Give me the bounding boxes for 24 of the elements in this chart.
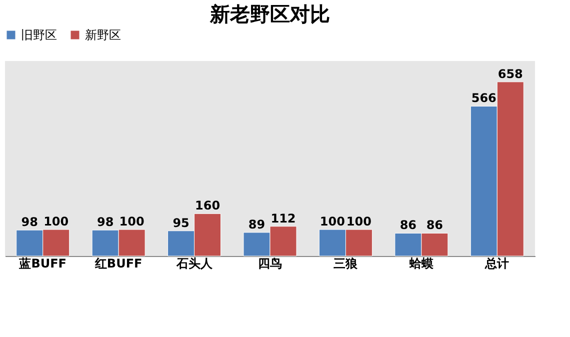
data-label: 100 (119, 214, 144, 229)
data-label: 100 (44, 214, 69, 229)
legend-label: 新野区 (85, 28, 121, 42)
data-label: 112 (270, 211, 296, 226)
x-tick-label: 石头人 (175, 256, 214, 270)
x-tick-label: 红BUFF (94, 256, 142, 270)
data-label: 98 (96, 215, 114, 230)
data-label: 86 (400, 218, 417, 232)
legend-label: 旧野区 (21, 28, 57, 42)
data-label: 95 (172, 216, 190, 230)
data-label: 89 (248, 217, 266, 232)
x-tick-label: 总计 (484, 256, 510, 270)
x-tick-label: 蓝BUFF (18, 256, 67, 270)
data-label: 100 (320, 214, 345, 229)
chart-title: 新老野区对比 (209, 2, 330, 26)
data-label: 100 (346, 214, 372, 229)
data-label: 160 (195, 198, 220, 213)
x-tick-label: 四鸟 (258, 256, 282, 270)
x-tick-label: 三狼 (334, 256, 359, 270)
data-label: 658 (498, 66, 523, 81)
data-label: 566 (471, 91, 496, 106)
x-tick-label: 蛤蟆 (408, 256, 434, 270)
data-label: 98 (21, 215, 38, 230)
data-label: 86 (426, 218, 444, 232)
